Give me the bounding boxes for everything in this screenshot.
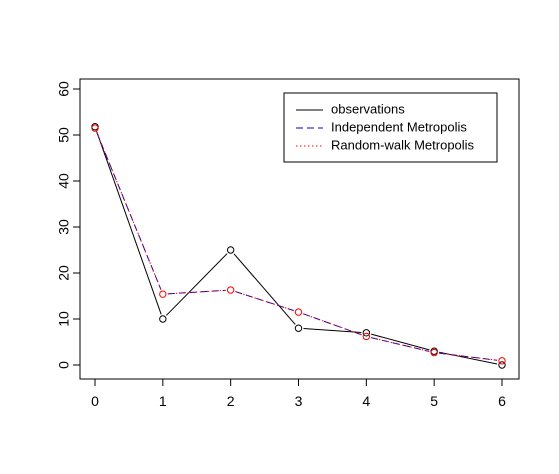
y-tick-label: 40 <box>56 173 72 189</box>
data-point <box>362 329 371 337</box>
legend-label-0: observations <box>331 101 405 116</box>
legend-label-1: Independent Metropolis <box>331 119 467 134</box>
legend: observations Independent Metropolis Random… <box>283 92 498 163</box>
data-point <box>91 124 99 132</box>
x-tick-label: 2 <box>227 393 235 409</box>
data-point <box>226 286 235 294</box>
x-tick-label: 0 <box>91 393 99 409</box>
line-segment <box>96 132 162 290</box>
legend-label-2: Random-walk Metropolis <box>331 137 475 152</box>
series-line-1 <box>96 132 498 361</box>
data-point <box>362 332 371 341</box>
line-segment <box>233 253 296 325</box>
y-tick-label: 10 <box>56 311 72 327</box>
line-segment <box>438 351 498 365</box>
y-tick-label: 60 <box>56 81 72 97</box>
line-segment <box>96 131 162 315</box>
data-point <box>498 357 506 365</box>
series-points-2 <box>91 124 506 365</box>
y-tick-label: 50 <box>56 127 72 143</box>
line-segment <box>303 313 362 336</box>
data-point <box>159 315 167 323</box>
y-tick-label: 30 <box>56 219 72 235</box>
line-segment <box>167 289 226 295</box>
x-tick-label: 5 <box>430 393 438 409</box>
line-segment <box>235 291 294 312</box>
data-point <box>294 324 303 332</box>
series-line-2 <box>96 132 498 361</box>
data-point <box>498 361 506 369</box>
x-tick-label: 4 <box>362 393 370 409</box>
data-point <box>294 308 303 316</box>
data-point <box>430 348 438 357</box>
x-tick-label: 1 <box>159 393 167 409</box>
y-tick-label: 20 <box>56 265 72 281</box>
line-segment <box>165 253 228 316</box>
line-segment <box>439 352 498 361</box>
series-points <box>91 123 506 369</box>
x-tick-label: 3 <box>295 393 303 409</box>
data-point <box>159 290 167 298</box>
line-segment <box>303 328 362 333</box>
series-lines <box>96 131 498 365</box>
x-tick-label: 6 <box>498 393 506 409</box>
data-point <box>226 246 235 254</box>
line-segment <box>371 333 430 351</box>
y-tick-label: 0 <box>56 361 72 369</box>
series-line-0 <box>96 131 498 365</box>
line-segment <box>371 337 430 352</box>
